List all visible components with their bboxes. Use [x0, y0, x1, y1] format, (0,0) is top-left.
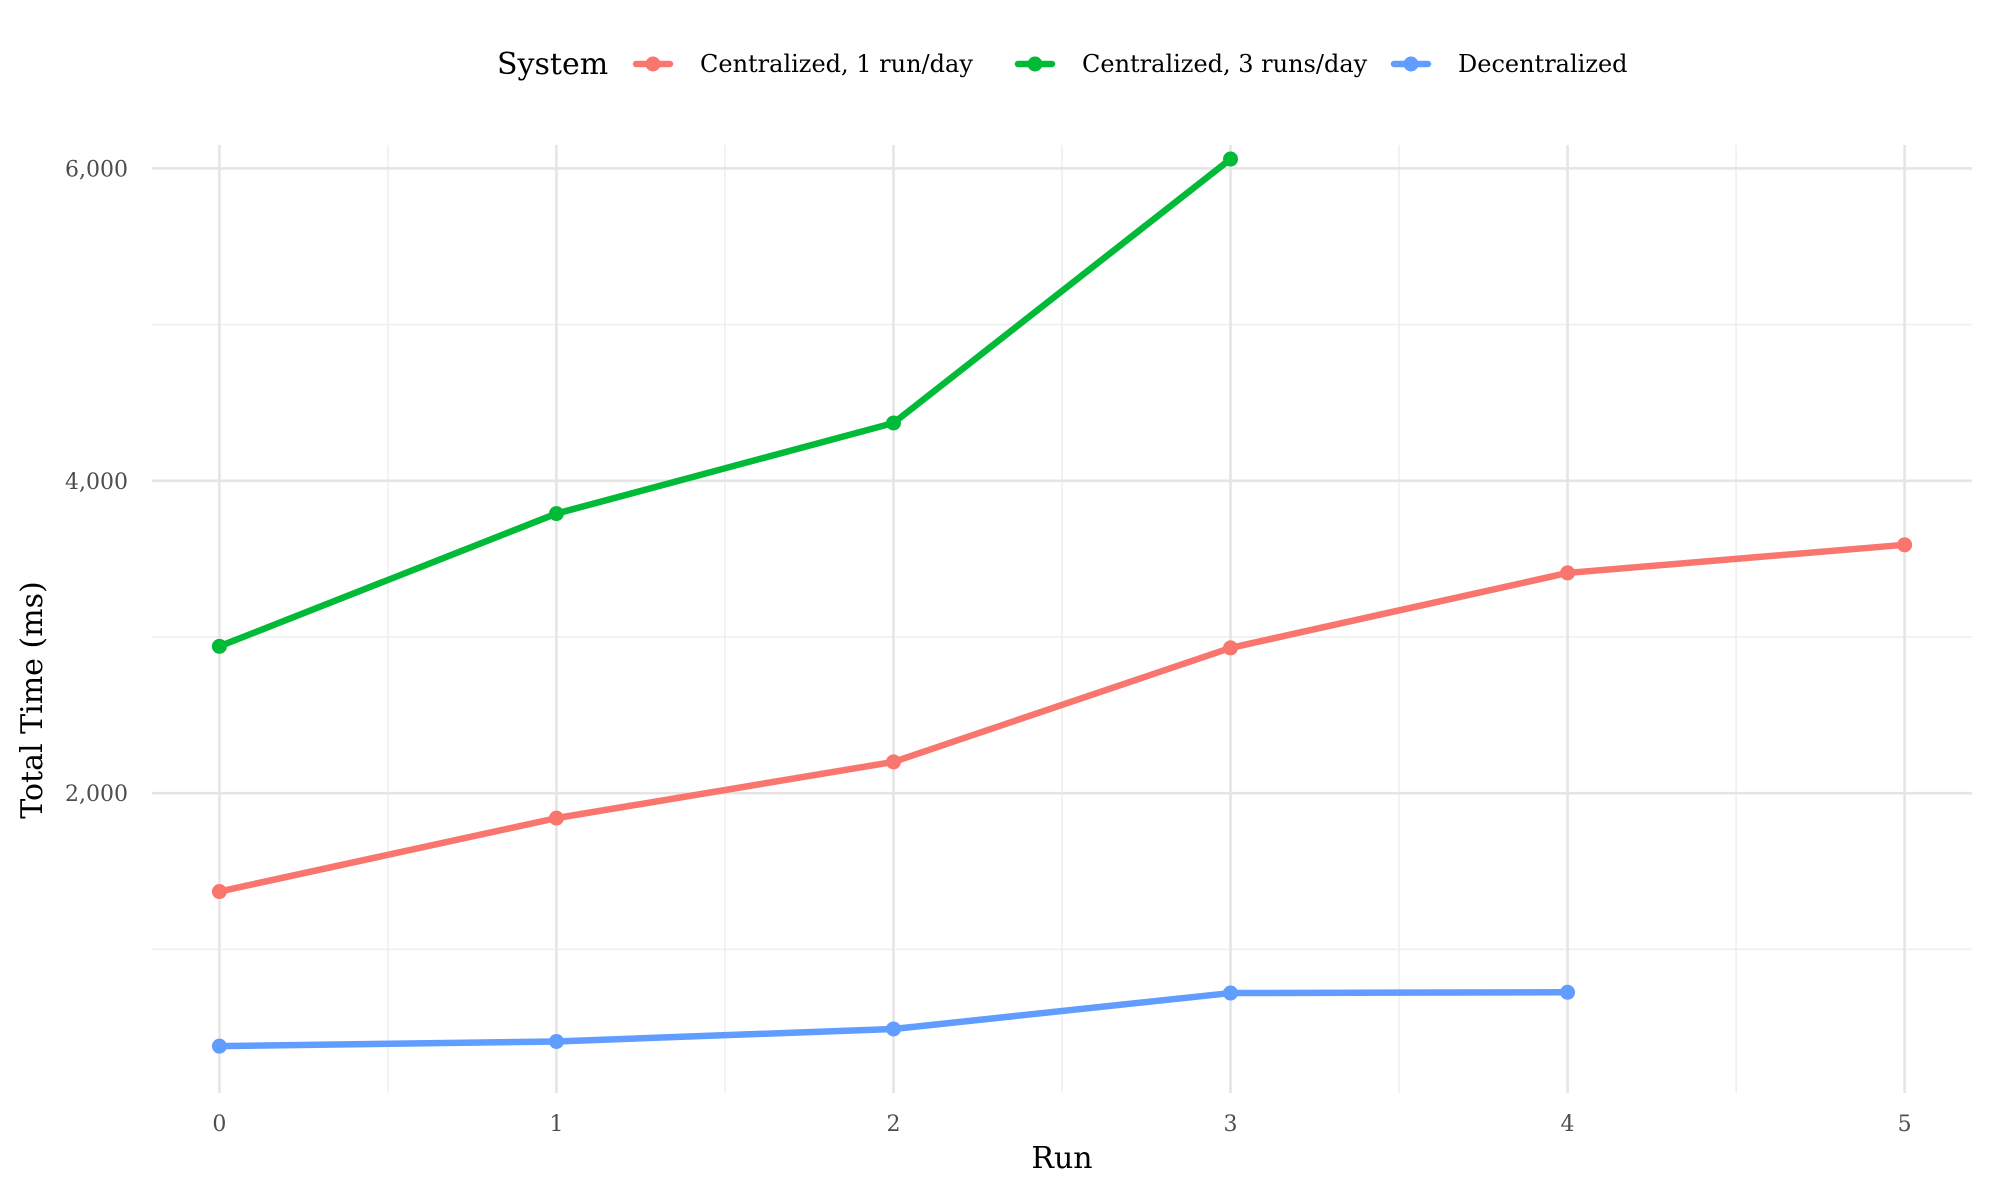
major-gridlines	[152, 145, 1972, 1093]
legend-key-point	[645, 56, 661, 72]
y-tick-label: 4,000	[65, 470, 128, 495]
data-point	[211, 1038, 227, 1054]
y-tick-label: 2,000	[65, 782, 128, 807]
series-line	[216, 541, 1908, 895]
data-point	[1897, 537, 1913, 553]
series-line	[216, 155, 1234, 650]
series-1	[211, 537, 1913, 900]
legend-key-point	[1027, 56, 1043, 72]
data-point	[1560, 565, 1576, 581]
y-axis-title: Total Time (ms)	[15, 581, 50, 818]
x-tick-label: 2	[886, 1112, 900, 1137]
legend-item: Decentralized	[1390, 50, 1628, 78]
series-layer	[211, 151, 1913, 1054]
legend-label: Centralized, 1 run/day	[700, 50, 973, 78]
x-tick-label: 5	[1898, 1112, 1912, 1137]
y-tick-label: 6,000	[65, 157, 128, 182]
data-point	[885, 1021, 901, 1037]
x-tick-label: 4	[1561, 1112, 1575, 1137]
legend-label: Decentralized	[1458, 50, 1628, 78]
x-tick-label: 3	[1224, 1112, 1238, 1137]
data-point	[1223, 985, 1239, 1001]
legend-key-point	[1403, 56, 1419, 72]
data-point	[211, 884, 227, 900]
data-point	[1560, 984, 1576, 1000]
x-tick-label: 0	[212, 1112, 226, 1137]
data-point	[211, 638, 227, 654]
data-point	[548, 506, 564, 522]
legend-title: System	[497, 47, 608, 82]
x-axis-title: Run	[1031, 1141, 1092, 1176]
y-axis-ticks: 2,000 4,000 6,000	[65, 157, 128, 807]
data-point	[885, 754, 901, 770]
legend-item: Centralized, 3 runs/day	[1014, 50, 1368, 78]
legend-label: Centralized, 3 runs/day	[1082, 50, 1368, 78]
series-3	[211, 984, 1576, 1054]
data-point	[1223, 151, 1239, 167]
x-axis-ticks: 0 1 2 3 4 5	[212, 1112, 1911, 1137]
legend: System Centralized, 1 run/day Centralized…	[497, 47, 1628, 82]
minor-gridlines	[152, 145, 1972, 1093]
legend-item: Centralized, 1 run/day	[632, 50, 973, 78]
data-point	[885, 415, 901, 431]
data-point	[1223, 640, 1239, 656]
data-point	[548, 1033, 564, 1049]
series-2	[211, 151, 1239, 654]
data-point	[548, 810, 564, 826]
x-tick-label: 1	[549, 1112, 563, 1137]
